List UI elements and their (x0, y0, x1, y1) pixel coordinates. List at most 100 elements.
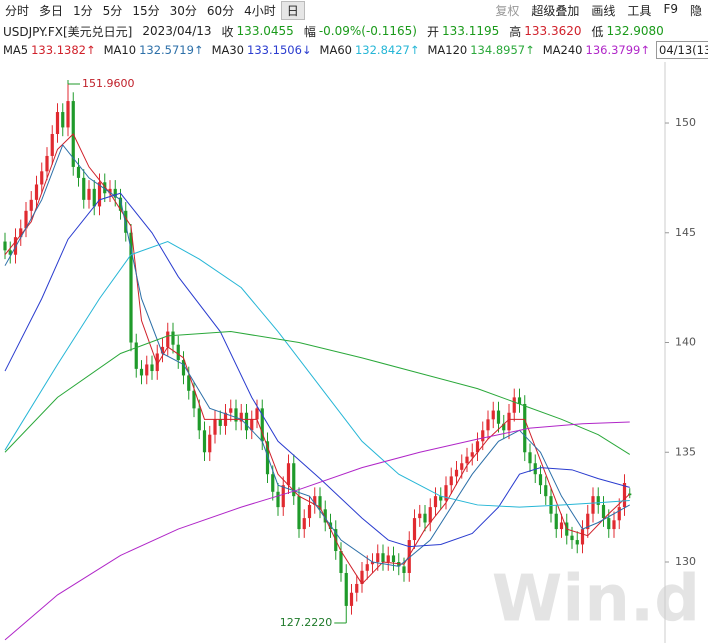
tool[interactable]: 超级叠加 (531, 3, 580, 18)
candle-body (55, 112, 60, 134)
candle-body (260, 408, 264, 442)
quote-value: 133.0455 (236, 24, 294, 38)
tab[interactable]: 日 (280, 0, 305, 20)
range-label: 04/13(139日) (656, 41, 708, 59)
candle-body (8, 250, 12, 255)
candle-body (197, 408, 201, 431)
quote-label: 高 (509, 24, 522, 39)
candle-body (622, 482, 627, 508)
candle-body (276, 491, 280, 508)
quote-value: 133.1195 (441, 24, 500, 38)
legend-name: MA120 (427, 43, 468, 57)
candle-body (187, 375, 191, 391)
legend-name: MA240 (542, 43, 583, 57)
legend-name: MA10 (103, 43, 137, 57)
quote-value: 133.3620 (524, 24, 582, 38)
tab[interactable]: 5分 (102, 3, 123, 18)
candle-body (145, 364, 149, 376)
candle-body (292, 463, 296, 497)
tool[interactable]: 隐 (689, 3, 702, 18)
candle-body (286, 463, 291, 486)
candle-body (391, 555, 396, 563)
candle-body (118, 197, 123, 211)
candle-body (360, 570, 364, 584)
y-tick-label: 140 (675, 336, 696, 349)
legend-value: 132.5719↑ (139, 43, 204, 57)
candle-body (486, 419, 490, 431)
candle-body (454, 469, 459, 477)
tab[interactable]: 分时 (5, 3, 30, 18)
candle-body (150, 364, 154, 372)
tools: 复权 超级叠加 画线 工具 F9 隐 (489, 2, 708, 19)
candle-body (87, 188, 91, 200)
candle-body (397, 562, 401, 567)
candle-body (517, 397, 522, 404)
candle-body (528, 452, 532, 464)
tab[interactable]: 30分 (169, 3, 197, 18)
ma-legend: MA5 133.1382↑ MA10 132.5719↑ MA30 133.1506↓ MA… (0, 40, 708, 60)
candle-body (213, 419, 217, 435)
candle-body (444, 485, 448, 501)
legend-value: 133.1506↓ (247, 43, 312, 57)
candle-body (365, 564, 369, 571)
ma-line (4, 192, 630, 548)
candle-body (512, 397, 516, 413)
tool[interactable]: 工具 (627, 3, 652, 18)
symbol: USDJPY.FX[美元兑日元] (3, 24, 133, 39)
candle-body (423, 513, 427, 523)
y-tick-label: 145 (675, 226, 696, 239)
candle-body (460, 463, 464, 470)
candle-body (265, 441, 270, 475)
quote-value: -0.09%(-0.1165) (318, 24, 417, 38)
tool[interactable]: 复权 (495, 3, 520, 18)
tab[interactable]: 1分 (73, 3, 93, 18)
candle-body (24, 210, 28, 229)
candle-body (181, 360, 186, 376)
tab[interactable]: 15分 (132, 3, 160, 18)
candle-body (29, 199, 33, 211)
candle-body (407, 540, 411, 573)
candle-body (50, 133, 54, 156)
candle-body (349, 592, 354, 606)
candle-body (538, 474, 543, 486)
candle-body (439, 496, 443, 501)
candle-body (428, 507, 432, 523)
toolbar: 分时 多日 1分 5分 15分 30分 60分 4小时日 复权 超级叠加 画线 工具 F9 隐 (0, 0, 708, 20)
candle-body (113, 188, 117, 198)
legend-value: 132.8427↑ (354, 43, 420, 57)
candle-body (192, 390, 196, 409)
ma-line (4, 240, 630, 508)
candle-body (481, 430, 485, 442)
candle-body (66, 101, 70, 128)
candle-body (160, 346, 165, 354)
candle-body (92, 188, 96, 207)
tool[interactable]: F9 (663, 1, 678, 16)
quote-label: 低 (591, 24, 604, 39)
tool[interactable]: 画线 (591, 3, 616, 18)
candle-body (586, 513, 590, 530)
candle-body (139, 368, 144, 376)
candle-body (370, 562, 375, 565)
tab[interactable]: 4小时 (244, 3, 276, 18)
candle-body (97, 182, 102, 207)
candle-body (601, 504, 606, 519)
quote-value: 132.9080 (606, 24, 664, 38)
candle-body (76, 166, 81, 178)
candle-body (544, 485, 548, 497)
quote-label: 收 (221, 24, 234, 39)
candle-body (502, 423, 506, 431)
candle-body (82, 177, 86, 200)
candle-body (103, 182, 107, 194)
candle-body (491, 410, 495, 420)
tab[interactable]: 多日 (39, 3, 64, 18)
candle-body (244, 412, 249, 431)
candle-body (166, 331, 170, 347)
candle-body (470, 452, 474, 457)
candle-body (250, 419, 254, 431)
y-tick-label: 150 (675, 116, 696, 129)
legend-name: MA5 (3, 43, 29, 57)
candle-body (323, 509, 327, 523)
candle-body (134, 342, 138, 369)
tab[interactable]: 60分 (206, 3, 235, 18)
